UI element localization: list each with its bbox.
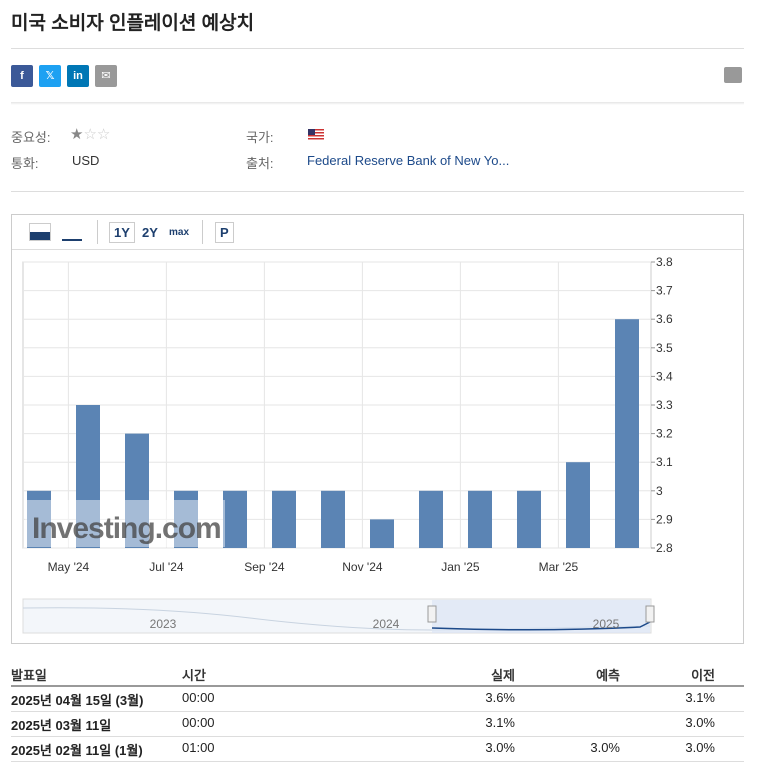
table-cell: 3.0% — [590, 740, 620, 755]
x-tick-label: May '24 — [48, 560, 90, 574]
bar — [370, 519, 394, 548]
x-tick-label: Mar '25 — [539, 560, 579, 574]
row-divider — [11, 736, 744, 737]
bar — [125, 433, 149, 548]
row-divider — [11, 711, 744, 712]
table-cell: 3.0% — [685, 715, 715, 730]
navigator-label: 2024 — [373, 617, 400, 631]
bar — [419, 490, 443, 548]
linkedin-button[interactable]: in — [67, 65, 89, 87]
x-button[interactable]: 𝕏 — [39, 65, 61, 87]
table-cell: 2025년 04월 15일 (3월) — [11, 693, 144, 708]
navigator-label: 2023 — [150, 617, 177, 631]
divider — [11, 48, 744, 49]
divider — [11, 191, 744, 192]
table-cell: 3.1% — [685, 690, 715, 705]
bar — [27, 490, 51, 548]
bar — [566, 462, 590, 548]
separator — [202, 220, 203, 244]
email-button[interactable]: ✉ — [95, 65, 117, 87]
bar — [517, 490, 541, 548]
bar — [223, 490, 247, 548]
chart-toolbar — [12, 215, 743, 250]
y-tick-label: 3.6 — [656, 312, 673, 326]
x-tick-label: Nov '24 — [342, 560, 383, 574]
us-flag — [308, 129, 324, 140]
country-label: 국가: — [246, 130, 274, 145]
table-cell: 3.6% — [485, 690, 515, 705]
y-tick-label: 3.5 — [656, 341, 673, 355]
table-cell: 00:00 — [182, 690, 215, 705]
table-header: 발표일 — [11, 668, 47, 683]
source-link[interactable]: Federal Reserve Bank of New Yo... — [307, 153, 510, 168]
table-cell: 3.0% — [685, 740, 715, 755]
navigator-handle[interactable] — [427, 605, 437, 623]
y-tick-label: 2.9 — [656, 512, 673, 526]
navigator-label: 2025 — [593, 617, 620, 631]
watermark-bg — [25, 500, 225, 547]
table-cell: 3.1% — [485, 715, 515, 730]
table-header: 실제 — [491, 668, 515, 683]
y-tick-label: 3.8 — [656, 255, 673, 269]
chart-box — [11, 214, 744, 644]
navigator-selected-series — [431, 621, 651, 631]
table-rule — [11, 685, 744, 687]
range-button[interactable]: max — [169, 227, 190, 238]
range-button[interactable]: 1Y — [109, 222, 135, 243]
importance-label: 중요성: — [11, 130, 51, 145]
shadow-divider — [11, 102, 744, 105]
currency: USD — [72, 153, 100, 168]
y-tick-label: 2.8 — [656, 541, 673, 555]
print-button[interactable] — [724, 67, 742, 83]
navigator-series — [22, 607, 651, 631]
bar — [615, 319, 639, 548]
currency-label: 통화: — [11, 156, 39, 171]
table-header: 이전 — [691, 668, 715, 683]
popup-button[interactable]: P — [215, 222, 234, 243]
bar — [174, 490, 198, 548]
source-label: 출처: — [246, 156, 274, 171]
area-chart-button[interactable] — [62, 223, 82, 241]
range-button[interactable]: 2Y — [142, 225, 158, 240]
table-cell: 3.0% — [485, 740, 515, 755]
table-cell: 2025년 02월 11일 (1월) — [11, 743, 143, 758]
table-cell: 00:00 — [182, 715, 215, 730]
table-cell: 2025년 03월 11일 — [11, 718, 112, 733]
y-tick-label: 3.3 — [656, 398, 673, 412]
table-header: 시간 — [182, 668, 206, 683]
bar — [468, 490, 492, 548]
bar — [76, 405, 100, 548]
watermark: Investing.com — [32, 512, 221, 545]
bar — [321, 490, 345, 548]
y-tick-label: 3.2 — [656, 427, 673, 441]
y-tick-label: 3.4 — [656, 369, 673, 383]
x-tick-label: Jul '24 — [149, 560, 184, 574]
page-title: 미국 소비자 인플레이션 예상치 — [11, 13, 255, 34]
y-tick-label: 3.1 — [656, 455, 673, 469]
navigator-handle[interactable] — [645, 605, 655, 623]
bar-chart-button[interactable] — [29, 223, 51, 241]
x-tick-label: Sep '24 — [244, 560, 285, 574]
table-header: 예측 — [596, 668, 620, 683]
separator — [97, 220, 98, 244]
chart: 2.8 2.9 3 3.1 3.2 3.3 3.4 3.5 3.6 3.7 3.8 May '24 Ju… — [22, 255, 673, 634]
x-tick-label: Jan '25 — [441, 560, 480, 574]
facebook-button[interactable]: f — [11, 65, 33, 87]
table-cell: 01:00 — [182, 740, 215, 755]
bar — [272, 490, 296, 548]
y-tick-label: 3 — [656, 484, 663, 498]
importance-stars: ★☆☆ — [70, 126, 111, 143]
y-tick-label: 3.7 — [656, 284, 673, 298]
